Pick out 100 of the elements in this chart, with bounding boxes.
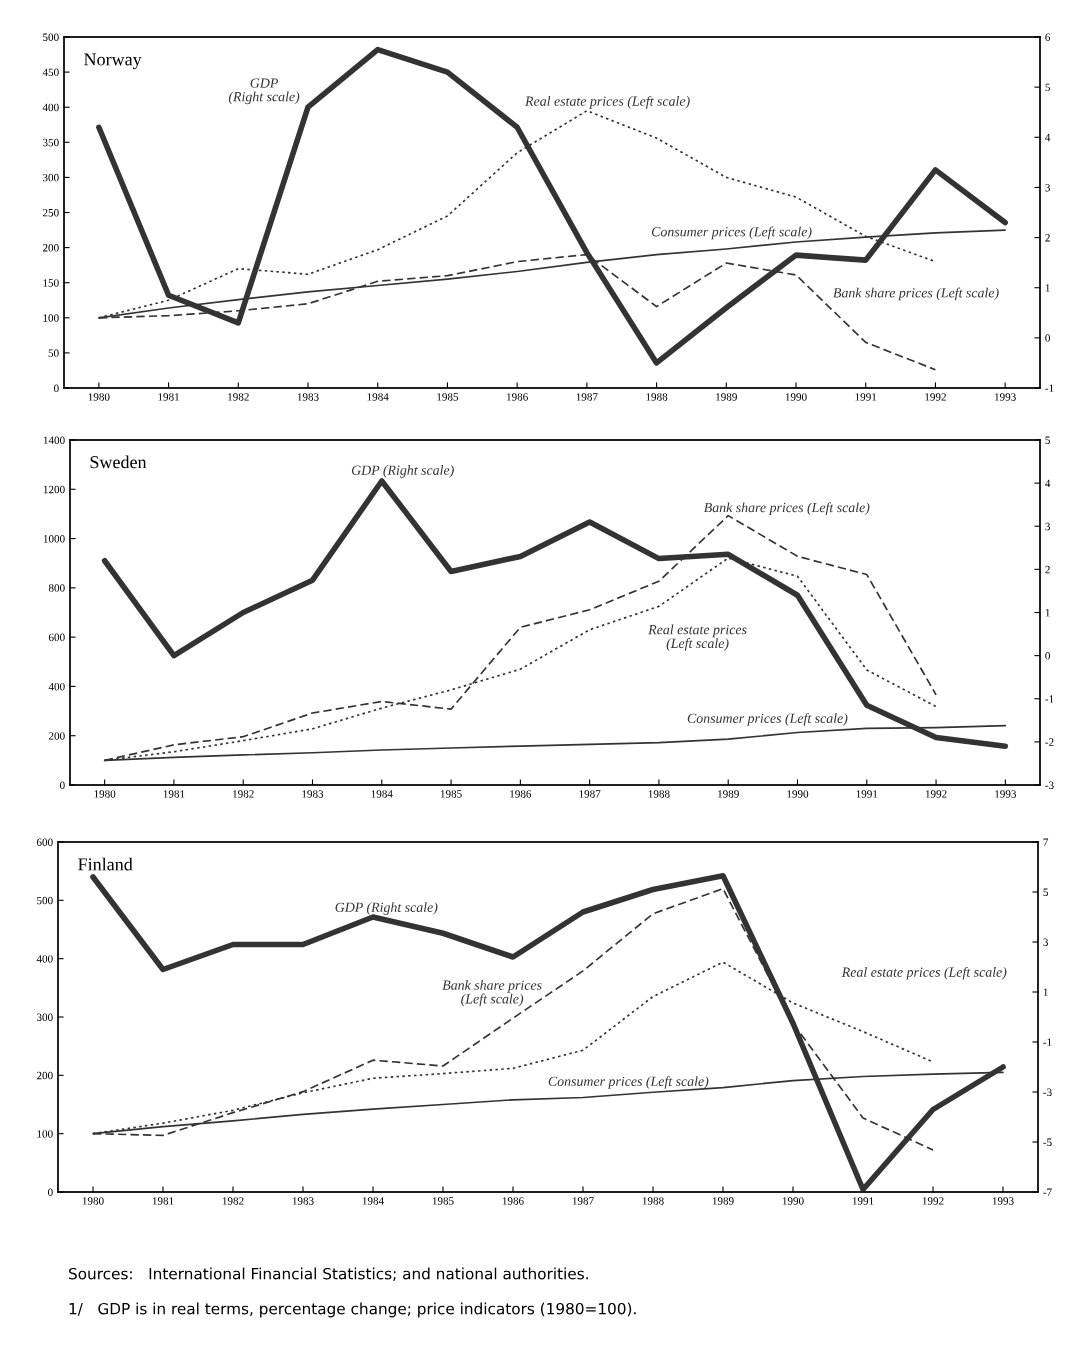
x-tick-label: 1989 [718,790,739,798]
y-tick-label: 200 [42,244,59,252]
x-tick-label: 1992 [922,1197,944,1205]
x-tick-label: 1987 [572,1197,594,1205]
x-tick-label: 1993 [995,393,1016,401]
y2-tick-label: 7 [1043,838,1049,846]
x-tick-label: 1991 [852,1197,874,1205]
y-tick-label: 600 [48,633,65,642]
y-tick-label: 1400 [43,436,65,444]
x-tick-label: 1983 [302,790,324,798]
y-tick-label: 0 [54,384,59,392]
y-tick-label: 400 [36,955,53,963]
x-tick-label: 1986 [507,393,528,401]
x-tick-label: 1987 [579,790,601,798]
y-tick-label: 250 [42,208,59,217]
text: 1/ GDP is in real terms, percentage change; price indicators (1980=100). [69,1302,636,1318]
x-tick-label: 1980 [82,1197,104,1205]
y-tick-label: 1000 [43,535,65,543]
series-label: Consumer prices (Left scale) [687,713,848,726]
x-tick-label: 1990 [787,790,809,798]
x-tick-label: 1991 [855,393,877,401]
y-tick-label: 600 [36,838,53,846]
x-tick-label: 1986 [502,1197,524,1205]
x-tick-label: 1984 [367,393,389,401]
x-tick-label: 1988 [642,1197,664,1205]
x-tick-label: 1985 [440,790,462,798]
y-tick-label: 800 [48,584,65,592]
series-label: Bank share prices (Left scale) [833,287,999,301]
y2-tick-label: 1 [1045,284,1050,292]
y2-tick-label: -7 [1043,1188,1052,1196]
x-tick-label: 1980 [94,790,116,798]
x-tick-label: 1990 [785,393,807,401]
text: Real estate prices (Left scale) [841,966,1007,980]
x-tick-label: 1989 [712,1197,734,1205]
x-tick-label: 1990 [782,1197,804,1205]
y2-tick-label: 5 [1045,436,1050,444]
y2-tick-label: 1 [1045,609,1050,617]
x-tick-label: 1984 [362,1197,384,1205]
y-tick-label: 0 [48,1188,53,1196]
x-tick-label: 1983 [292,1197,314,1205]
y-tick-label: 150 [43,279,59,287]
y2-tick-label: 2 [1045,234,1050,242]
y2-tick-label: 3 [1043,938,1048,946]
y2-tick-label: 5 [1045,83,1050,92]
y2-tick-label: 0 [1045,652,1050,660]
series-label: Bank share prices (Left scale) [703,502,870,516]
x-tick-label: 1984 [371,790,393,798]
series-label: Consumer prices (Left scale) [651,226,812,240]
series-label: GDP (Right scale) [335,902,438,915]
series-label: GDP (Right scale) [351,465,454,478]
y-tick-label: 350 [43,138,59,147]
x-tick-label: 1992 [925,393,946,401]
x-tick-label: 1993 [995,790,1017,798]
y2-tick-label: -1 [1043,1038,1052,1046]
x-tick-label: 1985 [432,1197,454,1205]
y-tick-label: 50 [48,349,59,357]
x-tick-label: 1987 [576,393,598,401]
x-tick-label: 1981 [163,790,185,798]
y2-tick-label: 4 [1045,479,1051,487]
y-tick-label: 500 [37,896,53,905]
x-tick-label: 1991 [856,790,878,798]
x-tick-label: 1988 [646,393,668,401]
y2-tick-label: 4 [1045,133,1051,142]
y2-tick-label: -3 [1043,1088,1052,1096]
series-label: Bank share prices (Left scale) [442,980,542,1007]
x-tick-label: 1989 [716,393,737,401]
x-tick-label: 1993 [992,1197,1014,1205]
x-tick-label: 1982 [222,1197,244,1205]
series-label: Real estate prices (Left scale) [525,95,690,109]
y-tick-label: 450 [42,68,59,77]
x-tick-label: 1985 [437,393,459,401]
y-tick-label: 0 [60,781,65,789]
x-tick-label: 1982 [228,393,249,401]
y2-tick-label: 2 [1045,565,1050,574]
x-tick-label: 1988 [648,790,670,798]
x-tick-label: 1981 [152,1197,174,1205]
source-note: Sources: International Financial Statistics; and national authorities. [69,1267,588,1281]
y2-tick-label: -5 [1043,1138,1052,1146]
x-tick-label: 1981 [158,393,180,401]
y2-tick-label: -1 [1045,695,1054,703]
y-tick-label: 300 [43,173,59,182]
x-tick-label: 1982 [233,790,254,798]
y2-tick-label: -3 [1045,781,1054,789]
y2-tick-label: 6 [1045,33,1051,41]
y2-tick-label: 3 [1045,522,1050,531]
text: Finland [78,857,133,871]
y2-tick-label: -2 [1045,738,1054,746]
y-tick-label: 400 [42,103,59,112]
y-tick-label: 300 [37,1013,53,1021]
series-label: Real estate prices (Left scale) [648,624,747,651]
x-tick-label: 1992 [925,790,947,798]
y2-tick-label: 1 [1043,988,1048,996]
text: Sweden [90,455,147,469]
y-tick-label: 100 [37,1130,53,1138]
y2-tick-label: 0 [1045,334,1050,342]
y-tick-label: 100 [43,314,59,322]
y2-tick-label: 3 [1045,183,1050,192]
series-label: GDP (Right scale) [228,78,300,105]
y-tick-label: 200 [36,1071,53,1080]
y2-tick-label: -1 [1045,384,1054,392]
